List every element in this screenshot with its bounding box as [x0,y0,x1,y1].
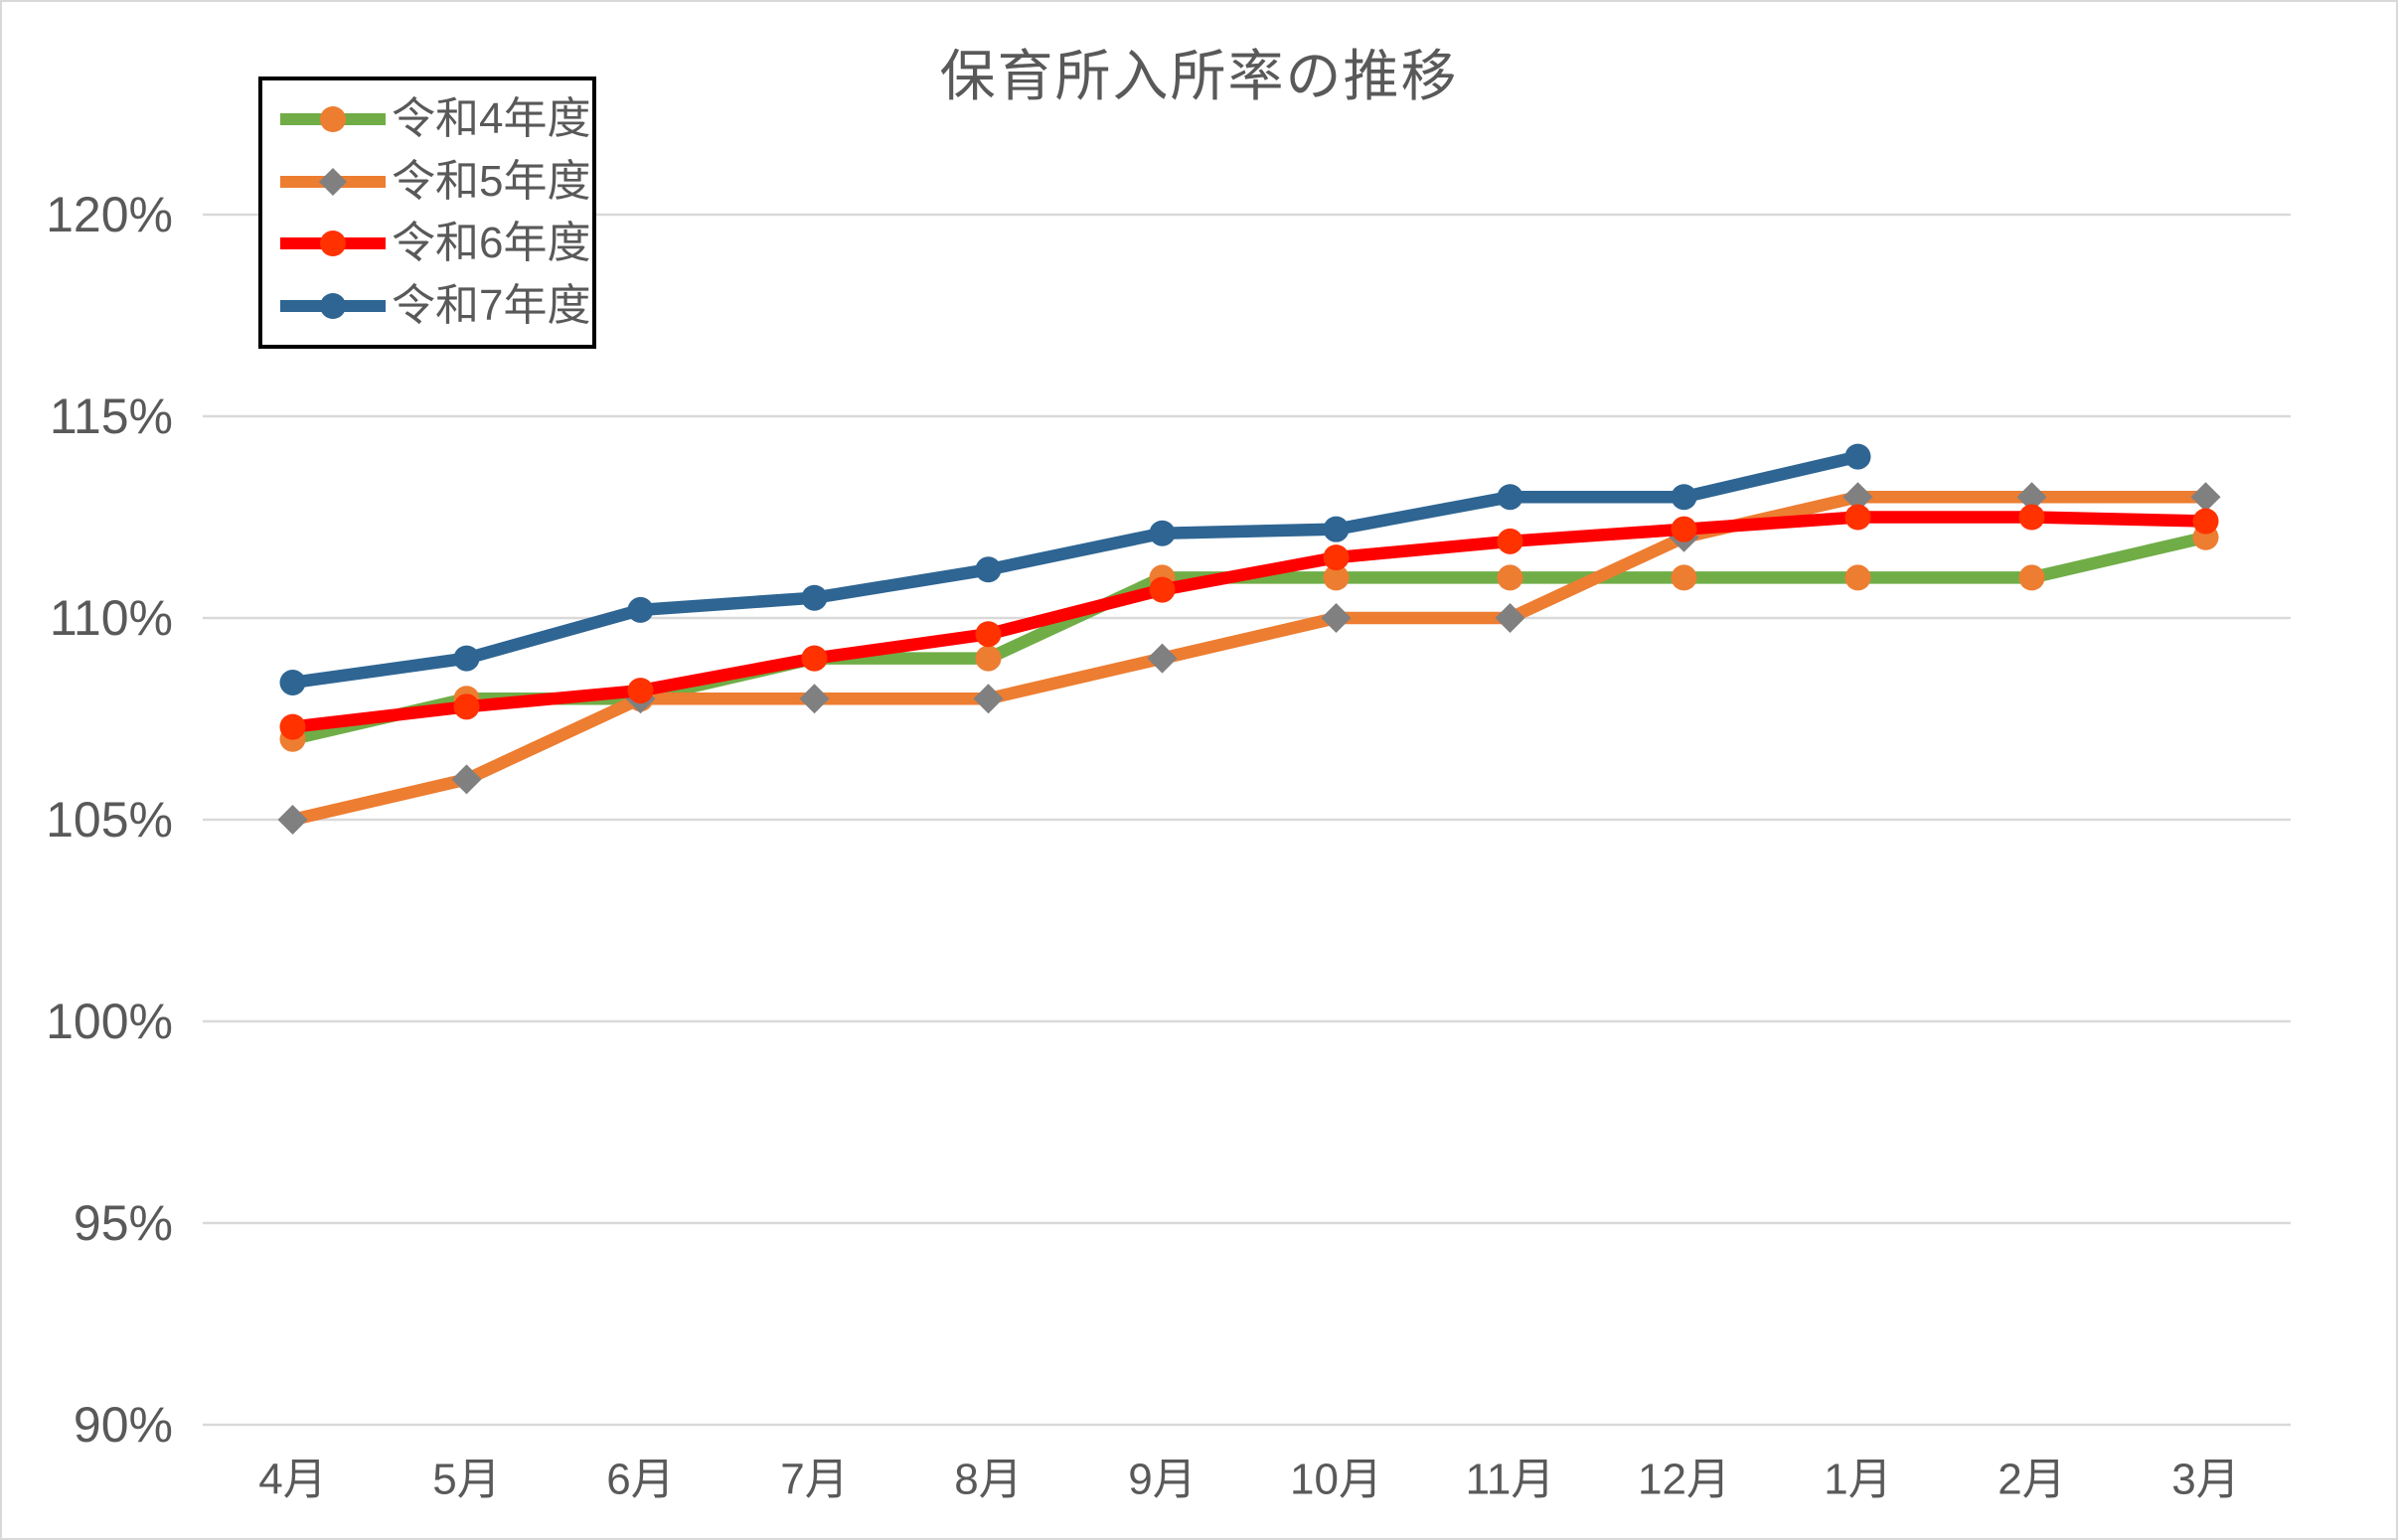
legend-item-1: 令和4年度 [278,97,590,141]
y-axis-tick-label: 100% [46,994,173,1049]
data-point-circle [1323,516,1350,542]
data-point-circle [801,584,828,611]
data-point-circle [627,596,654,623]
x-axis-tick-label: 6月 [606,1456,674,1504]
data-point-circle [453,693,480,720]
data-point-diamond [1842,482,1873,513]
y-axis-tick-label: 105% [46,792,173,847]
x-axis-tick-label: 2月 [1998,1456,2065,1504]
data-point-circle [1671,484,1697,511]
data-point-diamond [1147,643,1178,674]
series-line-4 [291,450,1859,690]
data-point-diamond [1321,603,1352,633]
legend-swatch-circle [280,231,386,257]
data-point-circle [1671,516,1697,542]
data-point-circle [975,556,1002,583]
data-point-circle [1149,576,1176,603]
y-axis-tick-label: 95% [74,1195,173,1251]
x-axis-tick-label: 8月 [954,1456,1022,1504]
x-axis-tick-label: 5月 [432,1456,500,1504]
data-point-circle [627,678,654,704]
data-point-circle [975,645,1002,672]
x-axis-tick-label: 7月 [780,1456,848,1504]
data-point-circle [279,669,306,695]
data-point-diamond [277,805,308,835]
legend-label: 令和5年度 [392,156,591,206]
legend-swatch-diamond [280,167,386,196]
x-axis-tick-label: 11月 [1466,1456,1555,1504]
legend-swatch-circle [280,106,386,133]
x-axis-tick-label: 12月 [1638,1456,1730,1504]
y-axis-tick-label: 120% [46,187,173,242]
data-point-circle [1323,564,1350,591]
data-point-circle [453,645,480,672]
data-point-circle [1844,564,1871,591]
legend-item-2: 令和5年度 [278,159,590,204]
y-axis-tick-label: 115% [50,388,173,444]
data-point-circle [1497,564,1523,591]
data-point-circle [1844,443,1871,470]
data-point-circle [801,645,828,672]
data-point-circle [2018,504,2045,531]
data-point-circle [2192,508,2219,535]
data-point-circle [1671,564,1697,591]
data-point-circle [1149,520,1176,546]
legend-item-4: 令和7年度 [278,283,590,328]
data-point-circle [279,713,306,740]
data-point-diamond [451,764,482,795]
x-axis-tick-label: 3月 [2171,1456,2239,1504]
series-line-3 [291,511,2206,733]
y-axis-tick-label: 110% [50,590,173,646]
legend-swatch-circle [280,292,386,319]
data-point-circle [1844,504,1871,531]
legend-label: 令和4年度 [392,94,591,144]
data-point-circle [1323,544,1350,571]
data-point-circle [1497,528,1523,554]
data-point-diamond [1495,603,1525,633]
legend-item-3: 令和6年度 [278,222,590,265]
data-point-circle [1497,484,1523,511]
data-point-diamond [2016,482,2047,513]
legend-label: 令和7年度 [392,280,591,330]
x-axis-tick-label: 9月 [1128,1456,1196,1504]
data-point-circle [2018,564,2045,591]
legend-label: 令和6年度 [392,219,591,268]
x-axis-tick-label: 1月 [1824,1456,1891,1504]
series-line-2 [291,490,2206,827]
data-point-circle [975,621,1002,648]
x-axis-tick-label: 10月 [1290,1456,1382,1504]
data-point-diamond [799,684,830,714]
chart-title: 保育所入所率の推移 [939,45,1459,107]
data-point-diamond [973,684,1004,714]
data-point-diamond [2190,482,2221,513]
y-axis-tick-label: 90% [74,1397,173,1453]
x-axis-tick-label: 4月 [258,1456,326,1504]
chart-legend: 令和4年度令和5年度令和6年度令和7年度 [258,77,596,349]
